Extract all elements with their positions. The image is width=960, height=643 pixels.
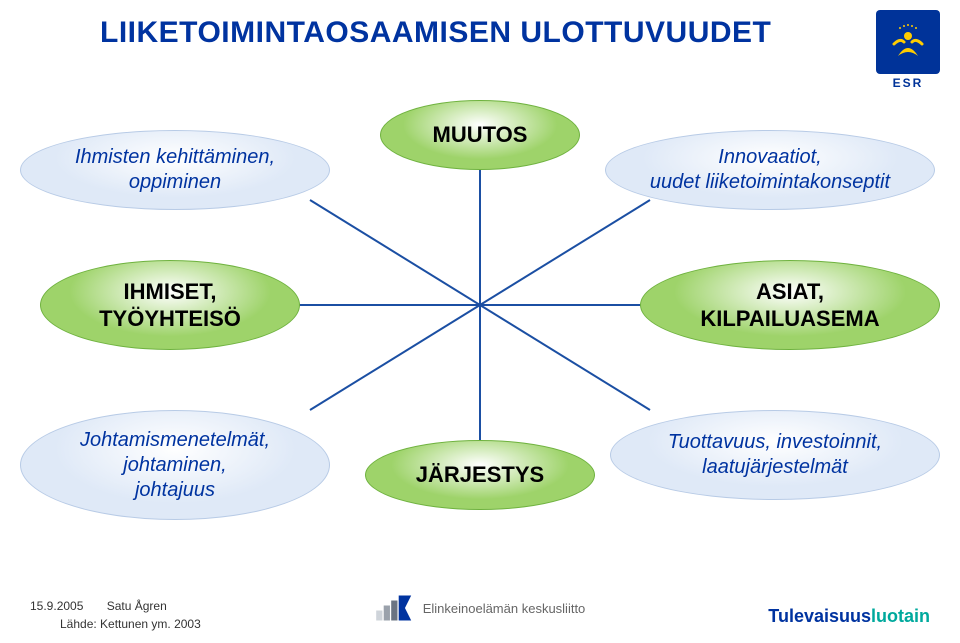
page-title: LIIKETOIMINTAOSAAMISEN ULOTTUVUUDET (100, 16, 771, 50)
node-right_mid: ASIAT,KILPAILUASEMA (640, 260, 940, 350)
node-top_left: Ihmisten kehittäminen,oppiminen (20, 130, 330, 210)
footer-center: Elinkeinoelämän keskusliitto (375, 593, 586, 623)
slide: LIIKETOIMINTAOSAAMISEN ULOTTUVUUDET ESR … (0, 0, 960, 643)
esr-logo (876, 10, 940, 74)
footer-date: 15.9.2005 (30, 599, 83, 613)
footer-author: Satu Ågren (107, 599, 167, 613)
node-bottom: JÄRJESTYS (365, 440, 595, 510)
node-bottom_left: Johtamismenetelmät,johtaminen,johtajuus (20, 410, 330, 520)
node-bottom_right: Tuottavuus, investoinnit,laatujärjestelm… (610, 410, 940, 500)
ek-logo (375, 593, 413, 623)
node-top: MUUTOS (380, 100, 580, 170)
esr-logo-svg (888, 22, 928, 62)
brand-part-2: luotain (871, 606, 930, 626)
brand-part-1: Tulevaisuus (768, 606, 871, 626)
footer-left: 15.9.2005 Satu Ågren Lähde: Kettunen ym.… (30, 599, 201, 631)
footer-source: Lähde: Kettunen ym. 2003 (60, 617, 201, 631)
node-top_right: Innovaatiot,uudet liiketoimintakonseptit (605, 130, 935, 210)
ek-logo-text: Elinkeinoelämän keskusliitto (423, 601, 586, 616)
footer-right-brand: Tulevaisuusluotain (768, 606, 930, 627)
diagram: MUUTOSJÄRJESTYSIHMISET,TYÖYHTEISÖASIAT,K… (50, 80, 910, 550)
node-left_mid: IHMISET,TYÖYHTEISÖ (40, 260, 300, 350)
